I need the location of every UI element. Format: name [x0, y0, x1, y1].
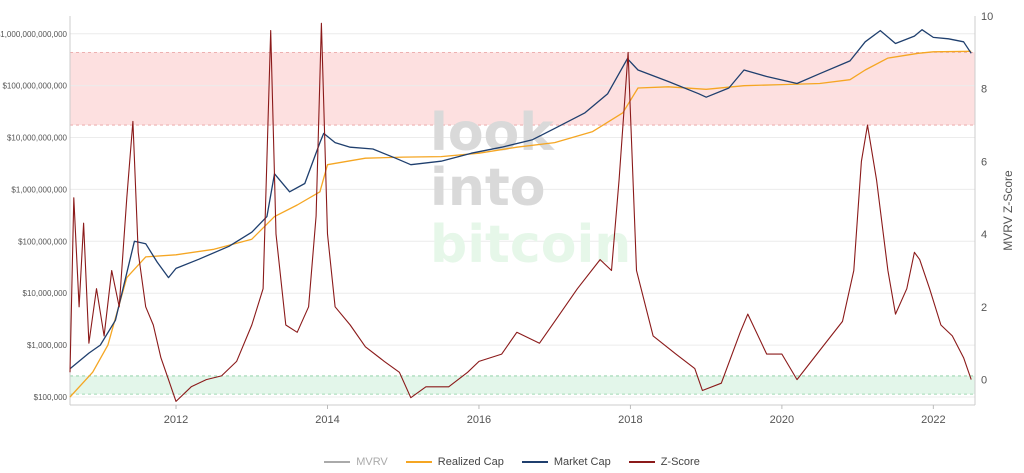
watermark-look: look: [430, 103, 555, 163]
series-line-realized-cap: [69, 50, 972, 398]
x-tick-label: 2020: [770, 414, 794, 426]
legend-item-mvrv[interactable]: MVRV: [324, 456, 388, 468]
legend: MVRV Realized Cap Market Cap Z-Score: [0, 456, 1024, 468]
series-line-market-cap: [69, 29, 972, 370]
y-tick-label: $100,000: [34, 393, 68, 402]
watermark-bitcoin: bitcoin: [430, 215, 631, 275]
right-tick-label: 0: [981, 375, 987, 387]
right-tick-label: 8: [981, 84, 987, 96]
band-overvalued: [70, 52, 975, 126]
right-tick-label: 10: [981, 11, 993, 23]
right-tick-label: 4: [981, 229, 987, 241]
legend-item-realized-cap[interactable]: Realized Cap: [405, 456, 504, 468]
x-tick-label: 2012: [164, 414, 188, 426]
legend-swatch-mvrv: [324, 461, 351, 463]
y-tick-label: $10,000,000,000: [7, 134, 68, 143]
x-tick-label: 2018: [618, 414, 642, 426]
legend-item-z-score[interactable]: Z-Score: [628, 456, 700, 468]
series-line-z-score: [69, 22, 972, 402]
legend-label-market-cap: Market Cap: [553, 456, 611, 468]
y-tick-label: $100,000,000: [18, 237, 67, 246]
right-axis-title: MVRV Z-Score: [1001, 170, 1015, 251]
legend-item-market-cap[interactable]: Market Cap: [521, 456, 611, 468]
y-tick-label: $1,000,000,000,000: [0, 30, 68, 39]
legend-swatch-z-score: [628, 461, 655, 463]
y-tick-label: $10,000,000: [23, 289, 68, 298]
x-tick-label: 2022: [921, 414, 945, 426]
y-tick-label: $1,000,000,000: [11, 185, 67, 194]
legend-label-z-score: Z-Score: [660, 456, 700, 468]
watermark-into: into: [430, 158, 545, 218]
legend-swatch-realized-cap: [405, 461, 432, 463]
y-tick-label: $1,000,000: [27, 341, 68, 350]
legend-swatch-market-cap: [521, 461, 548, 463]
x-tick-label: 2016: [467, 414, 491, 426]
right-tick-label: 2: [981, 302, 987, 314]
band-undervalued: [70, 375, 975, 395]
y-tick-label: $100,000,000,000: [2, 82, 67, 91]
legend-label-mvrv: MVRV: [356, 456, 388, 468]
right-tick-label: 6: [981, 156, 987, 168]
x-tick-label: 2014: [315, 414, 339, 426]
legend-label-realized-cap: Realized Cap: [437, 456, 504, 468]
